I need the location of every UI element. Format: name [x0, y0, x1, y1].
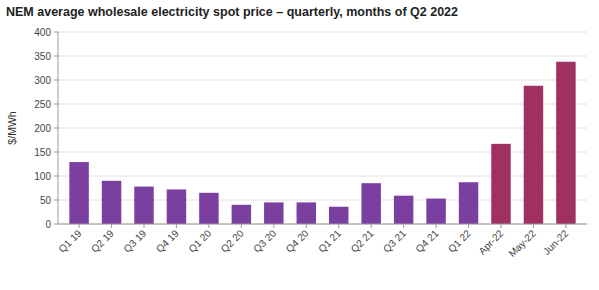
x-axis: Q1 19Q2 19Q3 19Q4 19Q1 20Q2 20Q3 20Q4 20… [56, 224, 587, 259]
bar [134, 187, 153, 224]
x-tick-label: Q4 20 [284, 227, 311, 254]
y-axis-label: $/MWh [6, 111, 18, 144]
y-axis-line [58, 32, 59, 224]
grid-line [58, 224, 587, 225]
y-tick [54, 224, 58, 225]
bar [167, 189, 186, 224]
bars [69, 62, 575, 224]
y-tick [54, 104, 58, 105]
y-tick-label: 350 [34, 51, 51, 62]
x-tick [111, 224, 112, 228]
x-tick [338, 224, 339, 228]
y-tick-label: 300 [34, 75, 51, 86]
y-tick [54, 152, 58, 153]
grid-line [58, 56, 587, 57]
x-tick-label: Jun-22 [541, 227, 571, 257]
x-tick-label: Q2 21 [349, 227, 376, 254]
bar [524, 86, 543, 224]
y-tick [54, 32, 58, 33]
x-tick [436, 224, 437, 228]
x-tick-label: Q1 21 [316, 227, 343, 254]
bar [102, 181, 121, 224]
x-tick [241, 224, 242, 228]
y-tick-label: 250 [34, 99, 51, 110]
grid-line [58, 80, 587, 81]
bar [459, 182, 478, 224]
x-tick [306, 224, 307, 228]
chart-container: NEM average wholesale electricity spot p… [0, 0, 599, 290]
x-tick-label: Q2 20 [219, 227, 246, 254]
x-tick [403, 224, 404, 228]
y-tick [54, 176, 58, 177]
grid-line [58, 128, 587, 129]
x-tick-label: Q1 19 [56, 227, 83, 254]
y-tick-label: 150 [34, 147, 51, 158]
y-tick-label: 200 [34, 123, 51, 134]
x-tick-label: Q3 21 [381, 227, 408, 254]
bar [394, 196, 413, 224]
x-tick-label: May-22 [506, 227, 538, 259]
x-tick-label: Q1 20 [186, 227, 213, 254]
grid-line [58, 104, 587, 105]
y-tick-label: 0 [45, 219, 51, 230]
x-tick [500, 224, 501, 228]
x-tick [79, 224, 80, 228]
bar [264, 202, 283, 224]
bar [232, 205, 251, 224]
x-tick-label: Q3 20 [251, 227, 278, 254]
title: NEM average wholesale electricity spot p… [6, 5, 458, 19]
x-tick [208, 224, 209, 228]
bar [199, 193, 218, 224]
bar [491, 144, 510, 224]
x-tick [565, 224, 566, 228]
x-tick [273, 224, 274, 228]
x-tick-label: Apr-22 [476, 227, 505, 256]
y-tick [54, 128, 58, 129]
y-axis: 0 50 100 150 200 250 300 350 400 [34, 27, 58, 230]
bar [297, 202, 316, 224]
x-tick-label: Q4 19 [154, 227, 181, 254]
x-axis-line [58, 224, 587, 225]
grid-line [58, 32, 587, 33]
x-tick-label: Q2 19 [89, 227, 116, 254]
bar [426, 199, 445, 224]
page: {"chart_data": {"type": "bar", "title": … [0, 0, 599, 290]
bar [361, 183, 380, 224]
y-tick-label: 400 [34, 27, 51, 38]
grid [58, 32, 587, 224]
x-tick-label: Q4 21 [413, 227, 440, 254]
x-tick-label: Q3 19 [121, 227, 148, 254]
x-tick [144, 224, 145, 228]
y-tick [54, 56, 58, 57]
x-tick [371, 224, 372, 228]
chart-svg: NEM average wholesale electricity spot p… [0, 0, 599, 290]
y-tick-label: 100 [34, 171, 51, 182]
bar [329, 207, 348, 224]
x-tick [176, 224, 177, 228]
y-tick [54, 80, 58, 81]
y-tick [54, 200, 58, 201]
x-tick [533, 224, 534, 228]
y-tick-label: 50 [40, 195, 52, 206]
bar [69, 162, 88, 224]
bar [556, 62, 575, 224]
x-tick-label: Q1 22 [446, 227, 473, 254]
x-tick [468, 224, 469, 228]
